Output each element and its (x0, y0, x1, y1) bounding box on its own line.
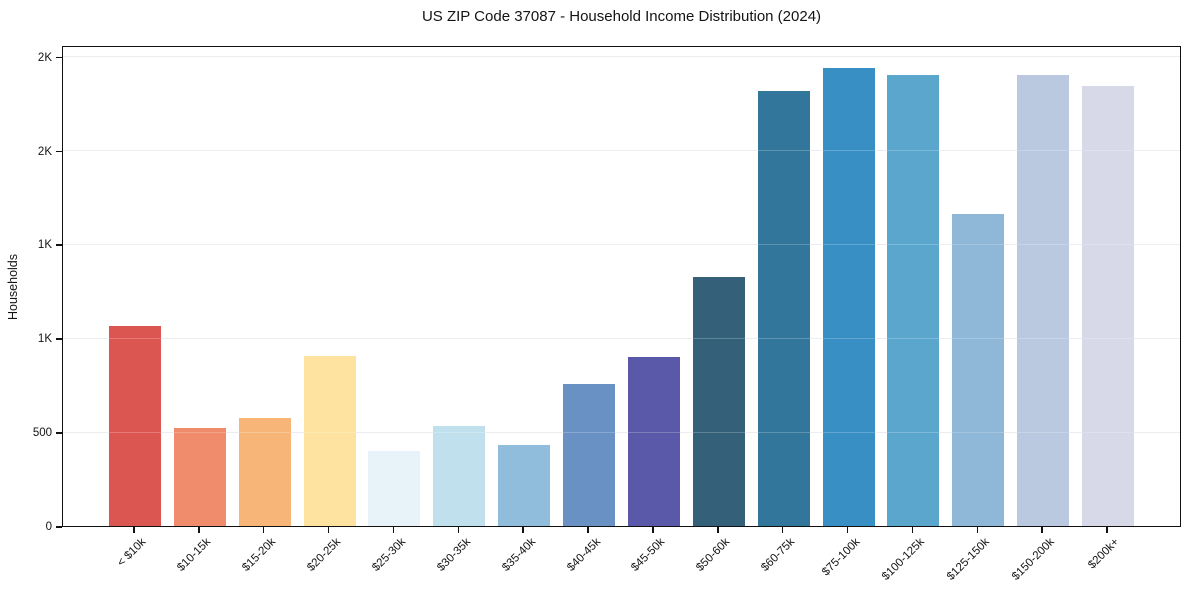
x-tick-mark (133, 527, 135, 533)
x-tick-label: $100-125k (879, 536, 927, 583)
x-tick-label: $75-100k (819, 536, 863, 579)
y-tick-mark (56, 56, 62, 59)
x-tick-mark (1041, 527, 1043, 533)
gridline (63, 243, 1180, 245)
x-tick-mark (976, 527, 979, 533)
x-tick-label: $125-150k (944, 536, 992, 583)
gridline (63, 243, 1180, 245)
y-tick-label: 2K (37, 51, 52, 64)
bar (303, 356, 356, 526)
x-tick-mark (587, 527, 589, 533)
y-tick-label: 500 (32, 427, 52, 440)
y-tick-mark (56, 338, 62, 340)
gridline (63, 56, 1180, 58)
x-tick-mark (262, 527, 265, 533)
y-tick-label: 1K (37, 239, 52, 252)
bar (952, 214, 1005, 526)
bar (109, 326, 161, 526)
x-tick-mark (717, 527, 719, 533)
gridline (63, 337, 1180, 339)
plot-area (62, 46, 1181, 527)
bar (757, 91, 810, 526)
y-tick-mark (56, 244, 62, 246)
bar (498, 445, 551, 526)
bar (822, 67, 875, 526)
gridline (63, 337, 1180, 339)
x-tick-label: $20-25k (305, 536, 344, 574)
x-tick-mark (198, 527, 200, 533)
bar (563, 384, 616, 526)
y-tick-mark (56, 432, 62, 434)
x-tick-label: $60-75k (759, 536, 798, 574)
gridline (63, 150, 1180, 152)
y-tick-label: 2K (37, 145, 52, 158)
bar (1017, 75, 1070, 526)
x-tick-mark (392, 527, 395, 533)
x-tick-label: $10-15k (175, 536, 214, 574)
x-tick-label: $45-50k (629, 536, 668, 574)
bar (433, 425, 486, 526)
x-tick-label: $150-200k (1009, 536, 1057, 583)
x-tick-mark (846, 527, 849, 533)
x-tick-label: $15-20k (240, 536, 279, 574)
bar (692, 277, 745, 526)
gridline (63, 150, 1180, 152)
gridline (63, 431, 1180, 433)
x-tick-label: $30-35k (434, 536, 473, 574)
x-tick-mark (1106, 527, 1108, 533)
x-tick-mark (457, 527, 460, 533)
chart-title: US ZIP Code 37087 - Household Income Dis… (421, 8, 822, 25)
bar (368, 450, 421, 526)
x-tick-label: $25-30k (370, 536, 408, 574)
x-tick-label: < $10k (115, 536, 149, 570)
x-tick-label: $35-40k (499, 536, 538, 574)
x-tick-label: $200k+ (1086, 536, 1122, 572)
y-tick-mark (56, 150, 62, 152)
bar (238, 418, 291, 526)
gridline (63, 431, 1180, 433)
y-tick-mark (56, 526, 62, 528)
x-tick-mark (522, 527, 524, 533)
x-tick-label: $40-45k (564, 536, 603, 574)
x-tick-label: $50-60k (694, 536, 733, 574)
y-tick-label: 1K (37, 333, 52, 346)
gridline (63, 56, 1180, 58)
x-tick-mark (781, 527, 784, 533)
bar (173, 428, 226, 526)
x-tick-mark (327, 527, 330, 533)
bar (1082, 85, 1134, 526)
bar (887, 75, 940, 526)
x-tick-mark (911, 527, 914, 533)
y-tick-label: 0 (45, 521, 52, 533)
x-tick-mark (652, 527, 654, 533)
bar (627, 357, 680, 526)
